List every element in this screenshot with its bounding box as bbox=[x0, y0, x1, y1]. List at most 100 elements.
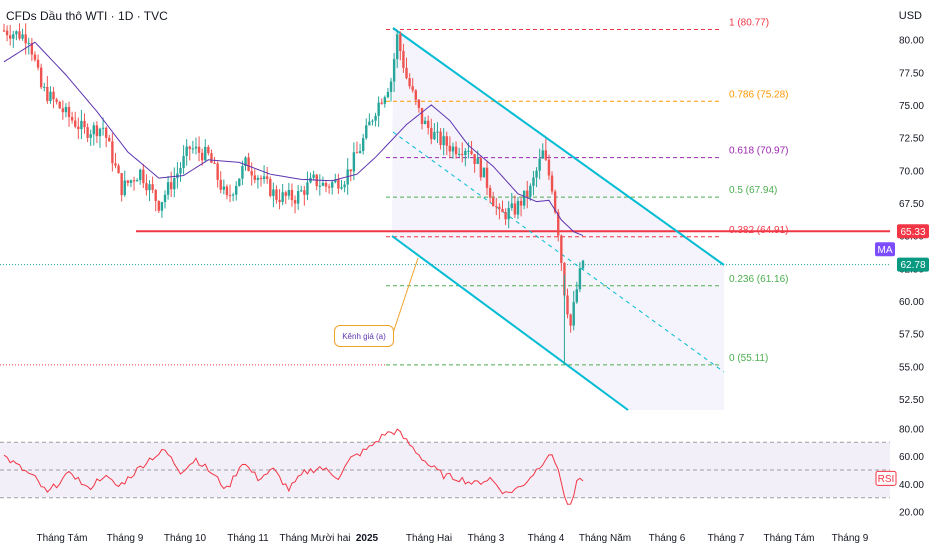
rsi-line bbox=[3, 428, 584, 505]
price-tag-label: MA bbox=[878, 245, 893, 256]
candle-body bbox=[225, 186, 229, 196]
candle-body bbox=[231, 194, 235, 196]
candle-body bbox=[513, 203, 517, 215]
price-tick-label: 60.00 bbox=[899, 297, 924, 308]
candle-body bbox=[114, 163, 117, 166]
candle-body bbox=[241, 166, 244, 179]
time-axis-label: Tháng Mười hai bbox=[279, 533, 350, 544]
fib-level-label: 0.236 (61.16) bbox=[729, 274, 789, 285]
candle-body bbox=[123, 180, 126, 196]
candle-body bbox=[392, 59, 396, 82]
candle-body bbox=[352, 152, 356, 172]
candle-body bbox=[173, 178, 176, 190]
candle-body bbox=[135, 180, 139, 182]
candle-body bbox=[526, 190, 529, 197]
candle-body bbox=[200, 152, 204, 161]
candle-body bbox=[216, 163, 219, 180]
candle-body bbox=[423, 120, 427, 125]
candle-body bbox=[374, 115, 377, 121]
candle-body bbox=[104, 127, 108, 138]
candle-body bbox=[430, 127, 433, 140]
candle-body bbox=[306, 182, 309, 195]
candle-body bbox=[358, 151, 362, 153]
candle-body bbox=[488, 187, 492, 198]
candle-body bbox=[262, 176, 266, 180]
candle-body bbox=[185, 146, 188, 156]
candle-body bbox=[361, 138, 365, 152]
candle-body bbox=[368, 121, 371, 126]
candle-body bbox=[194, 146, 198, 149]
candle-body bbox=[414, 90, 418, 100]
time-axis-label: Tháng 6 bbox=[649, 533, 686, 544]
price-tick-label: 67.50 bbox=[899, 199, 924, 210]
candle-body bbox=[538, 158, 541, 171]
candle-body bbox=[244, 157, 247, 167]
price-tick-label: 77.50 bbox=[899, 68, 924, 79]
fib-level-label: 0.5 (67.94) bbox=[729, 185, 777, 196]
candle-body bbox=[219, 179, 222, 190]
candle-body bbox=[142, 169, 145, 184]
candle-body bbox=[30, 42, 34, 55]
candle-body bbox=[380, 102, 383, 104]
price-tick-label: 55.00 bbox=[899, 362, 924, 373]
candle-body bbox=[15, 31, 18, 35]
candle-body bbox=[67, 106, 71, 117]
candle-body bbox=[550, 175, 554, 192]
rsi-tag-label: RSI bbox=[878, 474, 895, 485]
candle-body bbox=[188, 146, 191, 149]
candle-body bbox=[61, 108, 65, 113]
candle-body bbox=[55, 99, 58, 102]
candle-body bbox=[532, 177, 535, 186]
candle-body bbox=[18, 31, 21, 39]
candle-body bbox=[516, 200, 520, 215]
candle-body bbox=[39, 67, 43, 88]
candle-body bbox=[340, 187, 343, 189]
candle-body bbox=[98, 128, 102, 137]
candle-body bbox=[495, 206, 498, 208]
candle-body bbox=[70, 116, 74, 121]
channel-annotation[interactable]: Kênh giá (a) bbox=[334, 325, 394, 347]
candle-body bbox=[507, 208, 510, 220]
candle-body bbox=[560, 235, 563, 263]
candle-body bbox=[572, 302, 575, 326]
candle-body bbox=[553, 191, 557, 213]
candle-body bbox=[331, 182, 334, 188]
fib-level-label: 0.786 (75.28) bbox=[729, 89, 789, 100]
candle-body bbox=[343, 184, 346, 188]
candle-body bbox=[405, 67, 408, 79]
candle-body bbox=[578, 268, 582, 290]
price-tick-label: 72.50 bbox=[899, 134, 924, 145]
candle-body bbox=[467, 150, 470, 152]
candle-body bbox=[8, 35, 12, 39]
candle-body bbox=[253, 175, 256, 180]
candle-body bbox=[377, 102, 380, 116]
candle-body bbox=[396, 34, 399, 60]
candle-body bbox=[535, 170, 538, 178]
candle-body bbox=[191, 148, 195, 150]
candle-body bbox=[445, 136, 448, 146]
candle-body bbox=[256, 177, 260, 180]
candle-body bbox=[355, 152, 359, 154]
candle-body bbox=[108, 137, 111, 142]
candle-body bbox=[58, 101, 61, 109]
candle-body bbox=[213, 162, 216, 164]
candle-body bbox=[287, 190, 291, 196]
annotation-pointer bbox=[391, 257, 419, 337]
candle-body bbox=[433, 132, 436, 140]
candle-body bbox=[349, 169, 352, 172]
price-tick-label: 52.50 bbox=[899, 395, 924, 406]
candle-body bbox=[204, 146, 207, 161]
candle-body bbox=[21, 34, 24, 39]
candle-body bbox=[74, 120, 77, 127]
candle-body bbox=[544, 150, 548, 160]
time-axis-label: 2025 bbox=[356, 533, 379, 544]
candle-body bbox=[148, 184, 151, 191]
candle-body bbox=[451, 146, 455, 152]
candle-body bbox=[250, 171, 253, 176]
candle-body bbox=[86, 127, 89, 138]
time-axis-label: Tháng 3 bbox=[468, 533, 505, 544]
candle-body bbox=[247, 157, 250, 172]
candle-body bbox=[129, 180, 133, 183]
candle-body bbox=[324, 182, 328, 187]
